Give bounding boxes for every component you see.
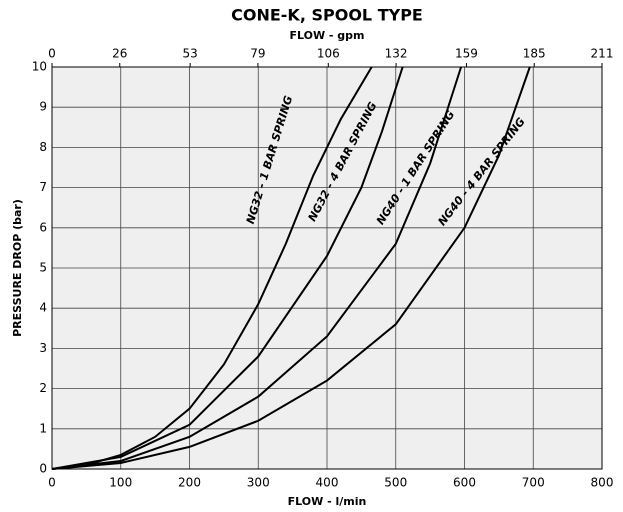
- x-tick-label: 200: [178, 476, 201, 490]
- x2-tick-label: 106: [317, 47, 340, 61]
- y-tick-label: 3: [39, 341, 47, 355]
- y-tick-label: 7: [39, 180, 47, 194]
- x-tick-label: 400: [316, 476, 339, 490]
- x-tick-label: 0: [48, 476, 56, 490]
- curve: [51, 66, 463, 470]
- x2-tick-label: 0: [48, 47, 56, 61]
- x-tick-label: 500: [384, 476, 407, 490]
- chart-title: CONE-K, SPOOL TYPE: [231, 6, 423, 25]
- x-tick-label: 600: [453, 476, 476, 490]
- x-axis-label: FLOW - l/min: [288, 495, 367, 508]
- x2-tick-label: 53: [183, 47, 198, 61]
- y-axis-label: PRESSURE DROP (bar): [11, 199, 24, 337]
- y-tick-label: 10: [32, 60, 47, 74]
- x2-tick-label: 26: [112, 47, 127, 61]
- plot-frame: [51, 66, 603, 470]
- x-tick-label: 700: [522, 476, 545, 490]
- x-tick-label: 800: [591, 476, 614, 490]
- x2-tick-label: 185: [523, 47, 546, 61]
- y-tick-label: 8: [39, 140, 47, 154]
- x2-tick-label: 159: [455, 47, 478, 61]
- x2-tick-label: 211: [591, 47, 614, 61]
- x2-tick-label: 132: [385, 47, 408, 61]
- y-tick-label: 5: [39, 261, 47, 275]
- y-tick-label: 9: [39, 100, 47, 114]
- curve: [51, 66, 404, 470]
- y-tick-label: 0: [39, 462, 47, 476]
- x2-axis-label: FLOW - gpm: [289, 29, 364, 42]
- curve: [51, 66, 531, 470]
- x-tick-label: 100: [109, 476, 132, 490]
- y-tick-label: 1: [39, 421, 47, 435]
- y-tick-label: 4: [39, 301, 47, 315]
- y-tick-label: 6: [39, 220, 47, 234]
- y-tick-label: 2: [39, 381, 47, 395]
- x2-tick-label: 79: [250, 47, 265, 61]
- x-tick-label: 300: [247, 476, 270, 490]
